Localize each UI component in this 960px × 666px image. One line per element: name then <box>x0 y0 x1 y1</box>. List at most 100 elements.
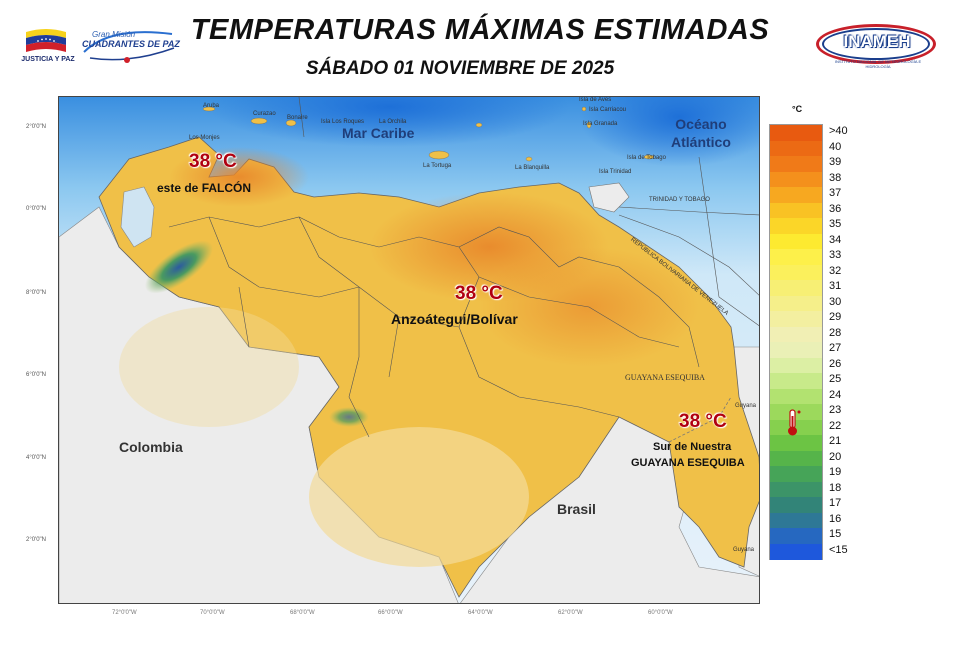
lat-tick-5: 4°0'0"N <box>26 455 47 461</box>
venezuela-flag-icon <box>26 29 66 52</box>
temperature-map: Mar Caribe Océano Atlántico Colombia Bra… <box>58 96 760 604</box>
legend-swatch <box>770 140 822 157</box>
legend-label: 40 <box>829 140 842 153</box>
thermometer-icon <box>788 409 801 436</box>
legend-label: 24 <box>829 388 842 401</box>
legend-swatch <box>770 512 822 529</box>
esequiba-place-1: Sur de Nuestra <box>653 441 732 453</box>
esequiba-temp: 38 °C <box>679 411 727 432</box>
justicia-y-paz-caption: JUSTICIA Y PAZ <box>21 56 75 63</box>
map-canvas <box>59 97 759 603</box>
legend-swatch <box>770 202 822 219</box>
legend-label: 34 <box>829 233 842 246</box>
legend-label: <15 <box>829 543 848 556</box>
cuadrantes-de-paz-logo: Gran Misión CUADRANTES DE PAZ <box>80 24 180 66</box>
legend-swatch <box>770 481 822 498</box>
page-date: SÁBADO 01 NOVIEMBRE DE 2025 <box>305 58 615 79</box>
lon-tick-1: 72°0'0"W <box>112 610 137 616</box>
islands <box>202 106 655 162</box>
mission-line-2: CUADRANTES DE PAZ <box>82 39 180 49</box>
legend-label: 15 <box>829 528 842 540</box>
guyana-label-1: Guyana <box>735 403 757 409</box>
legend-label: 19 <box>829 466 842 478</box>
legend-swatch <box>770 264 822 281</box>
esequibo-border <box>668 396 732 443</box>
lon-tick-3: 68°0'0"W <box>290 610 315 616</box>
legend-label: 28 <box>829 326 842 339</box>
anzoategui-temp: 38 °C <box>455 283 503 304</box>
island-la-blanquilla: La Blanquilla <box>515 165 550 171</box>
mission-line-1: Gran Misión <box>92 30 136 39</box>
colombia-label: Colombia <box>119 439 183 455</box>
lon-tick-2: 70°0'0"W <box>200 610 225 616</box>
state-borders <box>168 216 700 438</box>
legend-unit: °C <box>792 104 803 114</box>
legend-label: 32 <box>829 264 842 277</box>
island-la-orchila: La Orchila <box>379 119 407 125</box>
legend-swatch <box>770 466 822 482</box>
amazonas-cool-zone <box>329 407 369 427</box>
lon-tick-5: 64°0'0"W <box>468 610 493 616</box>
mar-caribe-label: Mar Caribe <box>342 125 415 141</box>
andes-cool-zone <box>144 240 214 294</box>
legend-swatch <box>770 280 822 296</box>
lon-tick-6: 62°0'0"W <box>558 610 583 616</box>
legend-swatch <box>770 156 822 172</box>
legend-swatch <box>770 233 822 250</box>
oceano-line-1: Océano <box>675 116 727 132</box>
lake-maracaibo <box>120 186 155 248</box>
legend-label: 23 <box>829 404 842 416</box>
island-de-aves: Isla de Aves <box>579 97 612 103</box>
legend-label: 31 <box>829 280 842 292</box>
inameh-subtitle: INSTITUTO NACIONAL DE METEOROLOGÍA E HID… <box>834 59 922 69</box>
lon-tick-7: 60°0'0"W <box>648 610 673 616</box>
south-pale-zone <box>309 427 529 567</box>
legend-label: 26 <box>829 357 842 370</box>
lat-tick-3: 8°0'0"N <box>26 290 47 296</box>
island-los-monjes: Los Monjes <box>189 135 220 141</box>
legend-swatch <box>770 497 822 513</box>
island-trinidad: Isla Trinidad <box>599 169 632 175</box>
inameh-name: INAMEH <box>843 32 911 51</box>
deep-sea-1 <box>209 97 569 147</box>
mission-swoosh-icon <box>83 31 175 63</box>
legend-swatch <box>770 388 822 405</box>
lat-tick-6: 2°0'0"N <box>26 537 47 543</box>
legend-label: >40 <box>829 125 848 137</box>
legend-label: 37 <box>829 187 842 199</box>
legend-label: 29 <box>829 311 842 323</box>
oceano-line-2: Atlántico <box>671 134 731 150</box>
legend-swatch <box>770 543 822 560</box>
island-carriacou: Isla Carriacou <box>589 107 627 113</box>
color-legend <box>769 124 823 560</box>
inameh-ring-inner <box>822 28 930 60</box>
inameh-logo: INAMEH INSTITUTO NACIONAL DE METEOROLOGÍ… <box>814 20 944 70</box>
legend-label: 18 <box>829 481 842 494</box>
legend-label: 38 <box>829 171 842 184</box>
falcon-hot-zone <box>169 147 309 207</box>
west-pale-zone <box>119 307 299 427</box>
legend-swatch <box>770 171 822 188</box>
legend-label: 33 <box>829 249 842 261</box>
legend-swatch <box>770 373 822 389</box>
legend-swatch <box>770 357 822 374</box>
legend-label: 20 <box>829 450 842 463</box>
island-la-tortuga: La Tortuga <box>423 163 452 169</box>
legend-swatch <box>770 249 822 265</box>
falcon-place: este de FALCÓN <box>157 181 252 195</box>
trinidad-land <box>588 182 630 213</box>
legend-label: 35 <box>829 218 842 230</box>
border-trinidad-label: TRINIDAD Y TOBAGO <box>649 197 710 203</box>
lon-tick-4: 66°0'0"W <box>378 610 403 616</box>
legend-label: 22 <box>829 419 842 432</box>
legend-label: 30 <box>829 295 842 308</box>
page-title: TEMPERATURAS MÁXIMAS ESTIMADAS <box>190 14 770 46</box>
legend-label: 39 <box>829 156 842 168</box>
brasil-label: Brasil <box>557 501 596 517</box>
legend-swatch <box>770 435 822 451</box>
lat-tick-1: 2°0'0"N <box>26 124 47 130</box>
legend-label: 27 <box>829 342 842 354</box>
justicia-y-paz-logo: JUSTICIA Y PAZ <box>18 20 78 70</box>
legend-swatch <box>770 528 822 544</box>
maritime-lines <box>298 97 759 326</box>
